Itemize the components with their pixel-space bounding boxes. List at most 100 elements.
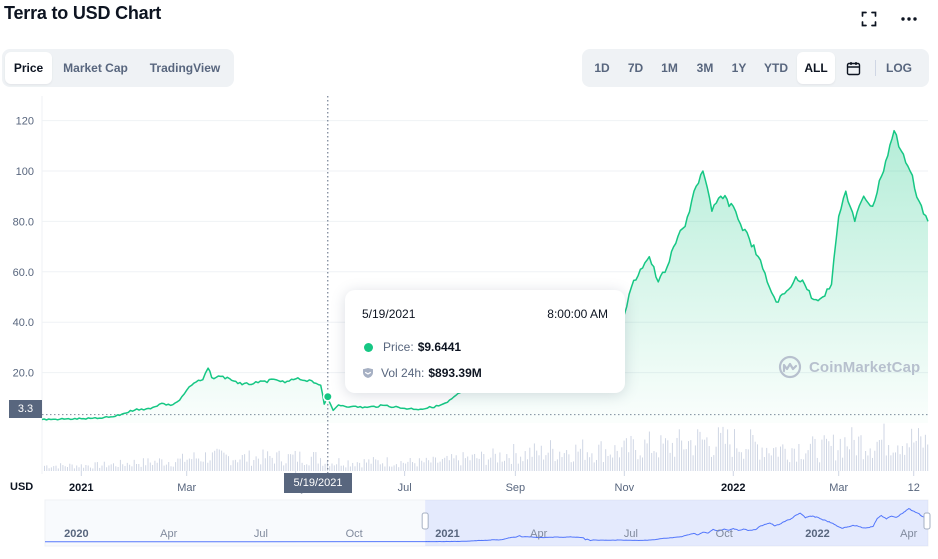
volume-bar [639, 455, 641, 471]
volume-bar [660, 435, 662, 471]
volume-bar [441, 459, 443, 471]
volume-bar [651, 452, 653, 471]
range-3m[interactable]: 3M [696, 61, 714, 75]
volume-bar [865, 451, 867, 471]
volume-bar [469, 460, 471, 471]
volume-bar [874, 450, 876, 471]
volume-bar [352, 462, 354, 471]
range-ytd[interactable]: YTD [764, 61, 788, 75]
volume-bar [315, 452, 317, 471]
volume-bar [44, 465, 45, 471]
volume-bar [591, 453, 593, 471]
volume-bar [80, 464, 82, 471]
y-tick-label: 120 [16, 116, 34, 128]
volume-bar [267, 451, 269, 471]
volume-bar [814, 438, 816, 471]
price-dot-icon [364, 342, 373, 352]
tab-price[interactable]: Price [5, 52, 52, 84]
hover-point [322, 391, 333, 402]
volume-bar [906, 443, 908, 471]
volume-bar [724, 443, 726, 471]
volume-bar [446, 455, 448, 471]
volume-bar [508, 458, 510, 471]
log-toggle[interactable]: LOG [886, 61, 912, 75]
volume-bar [292, 454, 294, 471]
volume-bar [414, 463, 416, 471]
volume-bar [612, 457, 614, 471]
volume-bar [605, 449, 607, 471]
range-all[interactable]: ALL [797, 52, 835, 84]
volume-bar [99, 467, 101, 471]
volume-bar [517, 463, 519, 471]
volume-bar [290, 454, 292, 471]
volume-bar [520, 456, 522, 471]
volume-bar [154, 460, 156, 471]
volume-bar [897, 445, 899, 471]
volume-bar [648, 431, 650, 471]
volume-bar [853, 439, 855, 471]
navigator-tick-label: Apr [900, 528, 917, 540]
volume-bar [701, 439, 703, 471]
volume-bar [527, 459, 528, 471]
fullscreen-icon[interactable] [858, 8, 880, 30]
volume-bar [347, 460, 349, 471]
volume-bar [46, 465, 48, 471]
volume-bar [694, 445, 696, 471]
volume-bar [506, 454, 508, 471]
volume-bar [835, 460, 837, 471]
volume-bar [165, 464, 167, 471]
range-1m[interactable]: 1M [661, 61, 678, 75]
volume-bar [218, 449, 220, 471]
volume-bar [752, 435, 754, 471]
navigator-tick-label: Jul [624, 528, 638, 540]
volume-bar [156, 462, 158, 471]
volume-bar [826, 438, 827, 471]
volume-bar [186, 459, 188, 471]
volume-bar [193, 452, 195, 471]
tab-tradingview[interactable]: TradingView [149, 61, 221, 75]
volume-bar [428, 460, 430, 471]
volume-bar [625, 438, 627, 471]
volume-bar [336, 464, 338, 471]
tooltip-date: 5/19/2021 [362, 307, 416, 321]
volume-bar [681, 440, 683, 471]
volume-bar [842, 457, 844, 471]
volume-bar [85, 465, 87, 471]
volume-bar [402, 462, 404, 471]
volume-bar [720, 432, 722, 471]
price-area [42, 130, 928, 423]
volume-bar [899, 454, 901, 471]
volume-bar [460, 465, 462, 471]
more-icon[interactable] [898, 8, 920, 30]
volume-bar [308, 465, 310, 471]
volume-bar [582, 439, 584, 471]
page-title: Terra to USD Chart [4, 3, 162, 23]
volume-bar [832, 434, 834, 471]
volume-bar [225, 454, 227, 471]
tab-market-cap[interactable]: Market Cap [63, 61, 128, 75]
volume-bar [653, 451, 655, 471]
volume-bar [345, 467, 347, 471]
volume-bar [754, 441, 756, 471]
volume-bar [577, 451, 579, 471]
volume-bar [550, 440, 551, 471]
volume-bar [53, 466, 55, 471]
volume-bar [64, 466, 66, 471]
range-1d[interactable]: 1D [594, 61, 610, 75]
volume-bar [800, 459, 802, 471]
range-7d[interactable]: 7D [627, 61, 644, 75]
volume-bar [490, 457, 492, 471]
volume-bar [283, 465, 285, 471]
volume-bar [221, 450, 223, 471]
volume-bar [830, 445, 832, 471]
x-tick-label: 2022 [721, 482, 745, 494]
volume-bar [584, 459, 586, 471]
volume-bar [478, 458, 480, 471]
volume-bar [837, 450, 839, 471]
calendar-icon[interactable] [835, 52, 871, 84]
volume-bar [366, 462, 367, 471]
volume-bar [529, 447, 531, 471]
range-1y[interactable]: 1Y [731, 61, 747, 75]
volume-bar [575, 444, 577, 471]
volume-bar [370, 463, 372, 471]
